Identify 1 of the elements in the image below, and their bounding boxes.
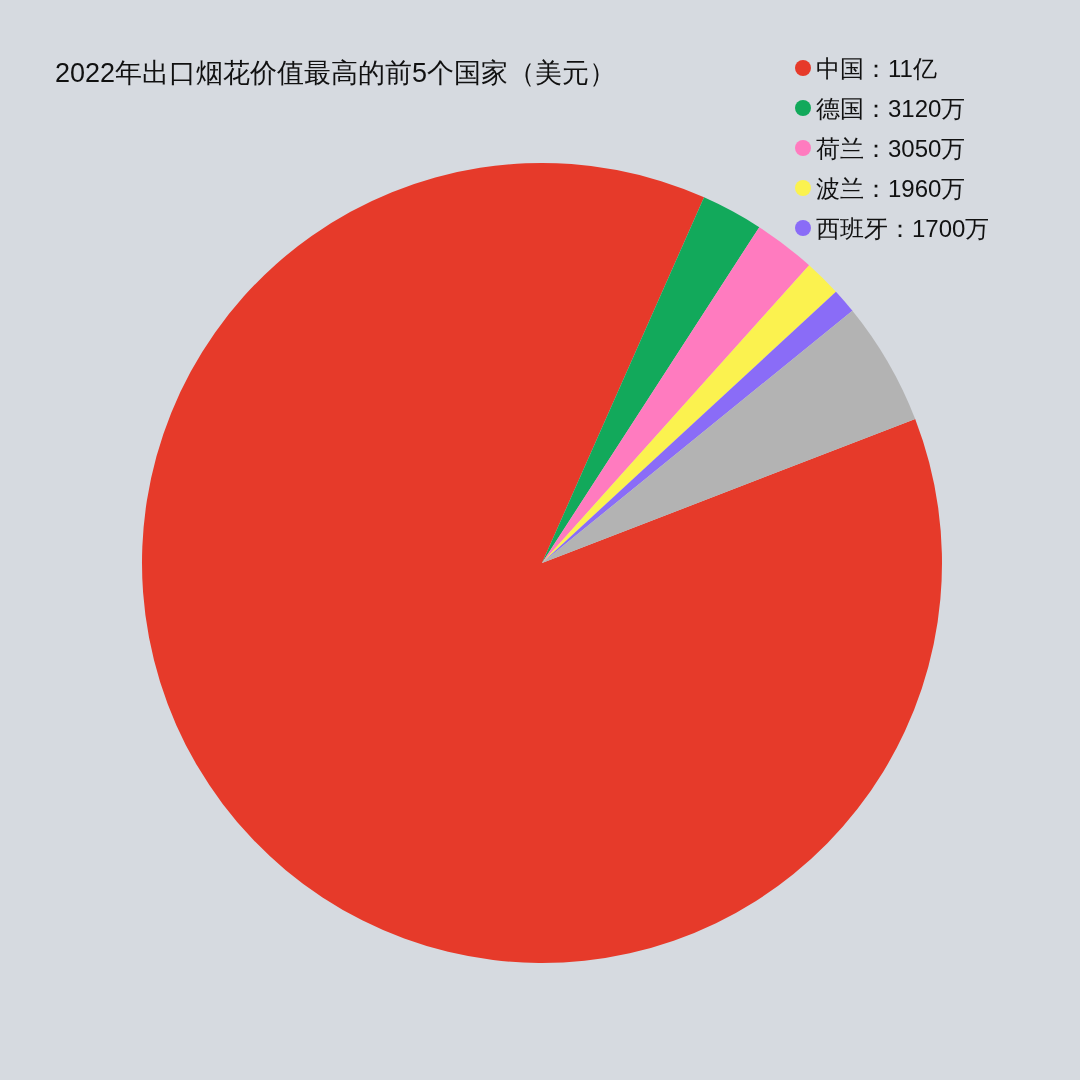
title: 2022年出口烟花价值最高的前5个国家（美元）	[55, 58, 617, 88]
